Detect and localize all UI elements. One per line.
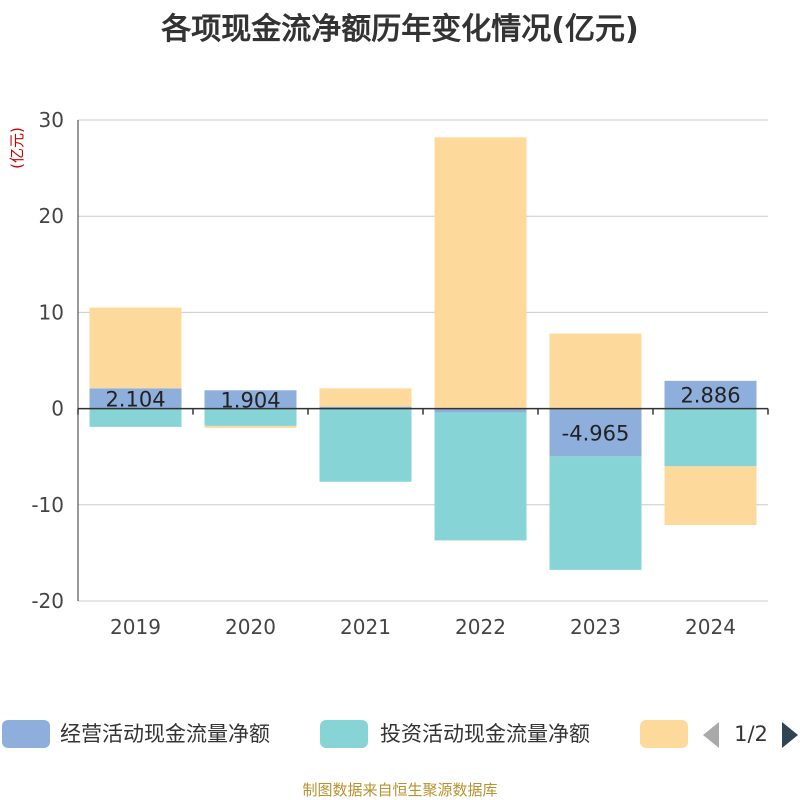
chart-title: 各项现金流净额历年变化情况(亿元) (161, 12, 639, 47)
bar-segment-2020-s3 (204, 425, 297, 428)
bar-segment-2022-s2 (434, 412, 527, 541)
legend-label[interactable]: 投资活动现金流量净额 (380, 722, 590, 746)
axes: -20 -10 0 10 20 30 2019 2020 2021 2022 2023 2024 (31, 108, 769, 639)
bars (89, 137, 757, 570)
legend-page-indicator: 1/2 (734, 722, 768, 746)
bar-segment-2023-s1 (549, 408, 642, 457)
legend-swatch-s3[interactable] (640, 720, 688, 748)
y-tick-label: 10 (39, 300, 64, 324)
data-label: 1.904 (220, 388, 280, 412)
bar-segment-2022-s1 (434, 408, 527, 413)
legend: 经营活动现金流量净额 投资活动现金流量净额 1/2 (2, 720, 798, 748)
legend-next-page-icon[interactable] (782, 722, 798, 748)
bar-segment-2024-s2 (664, 408, 757, 467)
data-label: -4.965 (562, 421, 630, 445)
bar-segment-2021-s3 (319, 388, 412, 407)
legend-label[interactable]: 经营活动现金流量净额 (60, 722, 270, 746)
legend-swatch-s2[interactable] (320, 720, 368, 748)
bar-segment-2024-s1 (664, 380, 757, 409)
bar-segment-2022-s3 (434, 137, 527, 409)
x-tick-label: 2021 (340, 615, 391, 639)
x-tick-label: 2024 (685, 615, 736, 639)
y-axis-label: (亿元) (8, 127, 26, 169)
source-note: 制图数据来自恒生聚源数据库 (302, 781, 498, 799)
bar-segment-2019-s1 (89, 388, 182, 409)
y-tick-label: 30 (39, 108, 64, 132)
bar-segment-2024-s3 (664, 466, 757, 526)
y-tick-label: 20 (39, 204, 64, 228)
bar-segment-2019-s3 (89, 307, 182, 389)
bar-segment-2020-s1 (204, 390, 297, 409)
bar-segment-2021-s1 (319, 406, 412, 409)
x-tick-label: 2022 (455, 615, 506, 639)
data-label: 2.104 (105, 387, 165, 411)
data-label: 2.886 (680, 384, 740, 408)
legend-swatch-s1[interactable] (2, 720, 50, 748)
bar-segment-2021-s2 (319, 408, 412, 482)
x-tick-label: 2023 (570, 615, 621, 639)
x-tick-label: 2020 (225, 615, 276, 639)
bar-segment-2020-s2 (204, 408, 297, 426)
bar-segment-2023-s2 (549, 456, 642, 570)
y-tick-label: -20 (31, 589, 64, 613)
y-tick-label: -10 (31, 493, 64, 517)
bar-segment-2019-s2 (89, 408, 182, 427)
data-labels: 2.104 1.904 -4.965 2.886 (105, 384, 740, 446)
y-tick-label: 0 (51, 397, 64, 421)
x-tick-label: 2019 (110, 615, 161, 639)
bar-segment-2023-s3 (549, 333, 642, 409)
legend-prev-page-icon[interactable] (703, 722, 719, 748)
